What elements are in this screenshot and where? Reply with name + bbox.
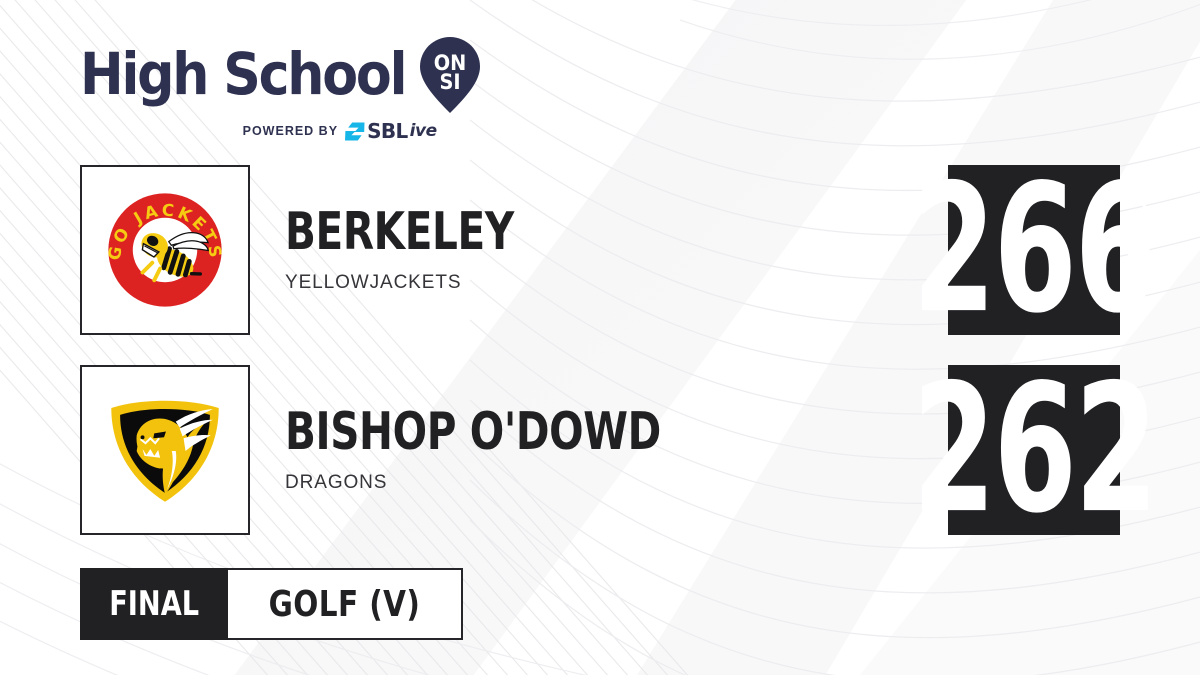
svg-text:ON: ON [434,50,467,75]
team-score: 262 [912,347,1158,553]
team-info: BISHOP O'DOWD DRAGONS [285,365,767,535]
sblive-logo: SBL ive [345,121,437,141]
team-mascot: YELLOWJACKETS [285,272,462,294]
sport-label: GOLF (V) [268,583,421,625]
team-name: BERKELEY [285,201,514,262]
brand-lockup: High School ON SI POWERED BY SBL ive [80,34,481,141]
yellowjacket-circle-icon: GO JACKETS [105,193,222,307]
team-info: BERKELEY YELLOWJACKETS [285,165,578,335]
game-status-badge: FINAL [80,568,228,640]
sblive-main-text: SBL [367,119,408,143]
powered-by-row: POWERED BY SBL ive [80,121,481,141]
sblive-s-icon [345,122,365,140]
team-logo-card: GO JACKETS [80,165,250,335]
team-mascot: DRAGONS [285,472,388,494]
on-si-pin-icon: ON SI [420,37,481,113]
sport-badge: GOLF (V) [228,568,463,640]
team-score: 266 [912,147,1158,353]
svg-text:SI: SI [440,69,461,94]
game-status-label: FINAL [109,584,199,624]
team-name: BISHOP O'DOWD [285,401,661,462]
team-score-box: 262 [912,362,1158,539]
team-logo-card [80,365,250,535]
brand-title: High School [80,40,407,108]
powered-by-label: POWERED BY [242,124,339,138]
status-bar: FINAL GOLF (V) [80,568,463,640]
sblive-suffix-text: ive [409,120,437,141]
dragon-shield-icon [111,400,219,502]
team-score-box: 266 [912,162,1158,339]
